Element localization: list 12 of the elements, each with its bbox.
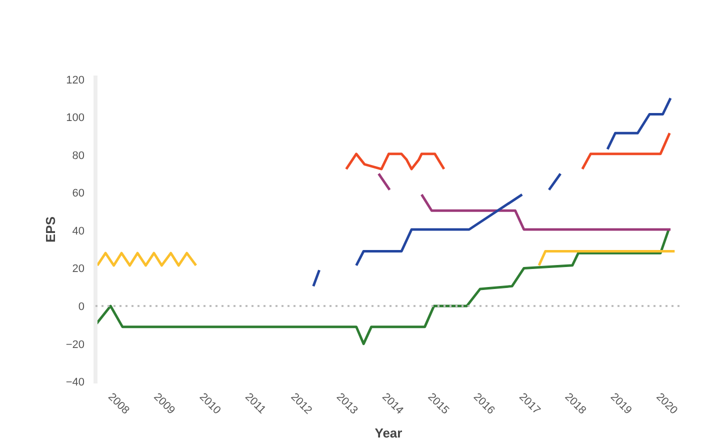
y-tick-label: 0: [78, 301, 85, 314]
x-axis-title: Year: [374, 425, 402, 440]
y-tick-label: 100: [66, 112, 85, 124]
y-tick-label: −20: [66, 338, 85, 351]
y-tick-label: 120: [66, 74, 85, 86]
line-series: [96, 228, 670, 346]
y-tick-label: 20: [72, 263, 85, 276]
y-tick-label: −40: [66, 376, 85, 389]
y-axis-title: EPS: [42, 216, 58, 243]
y-tick-label: 40: [72, 225, 85, 238]
y-tick-label: 80: [72, 150, 85, 162]
y-tick-label: 60: [72, 188, 85, 200]
